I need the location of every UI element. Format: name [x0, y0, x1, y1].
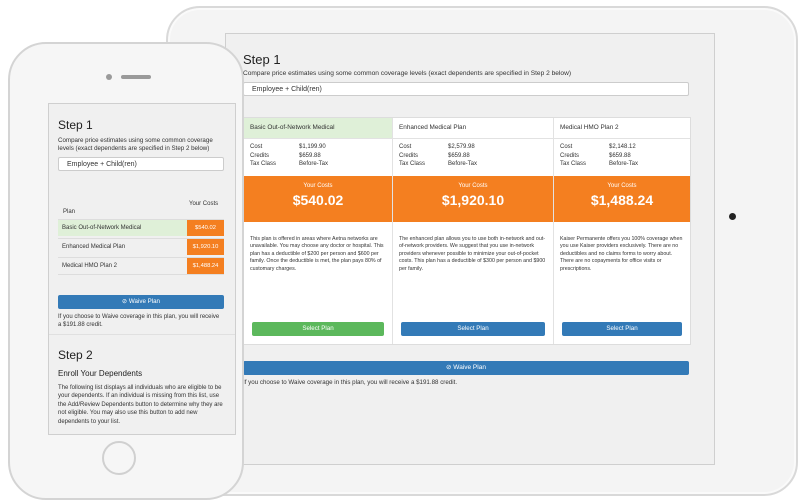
plan-column-header: Plan: [63, 209, 76, 215]
waive-note: If you choose to Waive coverage in this …: [243, 379, 458, 386]
credits-label: Credits: [560, 152, 580, 159]
your-costs-amount: $1,488.24: [590, 192, 654, 208]
plan-card: Basic Out-of-Network Medical Cost $1,199.…: [244, 118, 393, 344]
enroll-dependents-description: The following list displays all individu…: [58, 385, 223, 425]
tablet-home-dot: [729, 213, 736, 220]
section-divider: [49, 334, 235, 335]
cost-value: $1,199.90: [299, 144, 326, 150]
plan-row-name: Enhanced Medical Plan: [62, 244, 126, 250]
step-2-title: Step 2: [58, 348, 93, 362]
your-costs-panel: Your Costs $1,920.10: [393, 176, 553, 222]
your-costs-amount: $540.02: [292, 192, 344, 208]
your-costs-label: Your Costs: [607, 183, 637, 189]
tax-class-row: Tax Class Before-Tax: [244, 161, 392, 170]
plan-row-cost: $1,488.24: [187, 258, 224, 274]
plan-card-title: Enhanced Medical Plan: [393, 118, 553, 139]
plan-row-cost: $540.02: [187, 220, 224, 236]
select-plan-button[interactable]: Select Plan: [252, 322, 384, 336]
tax-class-value: Before-Tax: [299, 161, 329, 167]
your-costs-panel: Your Costs $540.02: [244, 176, 392, 222]
coverage-level-select[interactable]: Employee + Child(ren): [243, 82, 689, 96]
cost-row: Cost $2,148.12: [554, 144, 690, 153]
step-1-description: Compare price estimates using some commo…: [58, 137, 213, 153]
credits-value: $659.88: [448, 152, 470, 159]
select-plan-button[interactable]: Select Plan: [562, 322, 682, 336]
plan-description: Kaiser Permanente offers you 100% covera…: [560, 236, 683, 272]
tax-class-row: Tax Class Before-Tax: [554, 161, 690, 170]
tax-class-label: Tax Class: [399, 161, 426, 167]
plan-row-name: Medical HMO Plan 2: [62, 263, 118, 269]
your-costs-amount: $1,920.10: [441, 192, 505, 208]
cost-row: Cost $1,199.90: [244, 144, 392, 153]
cost-value: $2,148.12: [609, 144, 636, 150]
tax-class-label: Tax Class: [250, 161, 277, 167]
plan-row[interactable]: Medical HMO Plan 2 $1,488.24: [58, 257, 224, 275]
your-costs-label: Your Costs: [303, 183, 333, 189]
waive-note: If you choose to Waive coverage in this …: [58, 314, 220, 329]
your-costs-panel: Your Costs $1,488.24: [554, 176, 690, 222]
plan-card-title: Basic Out-of-Network Medical: [244, 118, 392, 139]
cost-value: $2,579.98: [448, 144, 475, 150]
phone-speaker: [121, 75, 151, 79]
plan-row-name: Basic Out-of-Network Medical: [62, 225, 142, 231]
waive-plan-button[interactable]: ⊘ Waive Plan: [58, 295, 224, 309]
your-costs-column-header: Your Costs: [189, 201, 219, 207]
plan-row[interactable]: Basic Out-of-Network Medical $540.02: [58, 219, 224, 236]
credits-value: $659.88: [609, 152, 631, 159]
credits-row: Credits $659.88: [393, 153, 553, 162]
cost-label: Cost: [399, 144, 412, 150]
tablet-screen: Step 1 Compare price estimates using som…: [225, 33, 715, 465]
credits-row: Credits $659.88: [554, 153, 690, 162]
tax-class-label: Tax Class: [560, 161, 587, 167]
plan-card: Medical HMO Plan 2 Cost $2,148.12 Credits…: [554, 118, 690, 344]
cost-row: Cost $2,579.98: [393, 144, 553, 153]
credits-row: Credits $659.88: [244, 153, 392, 162]
waive-plan-button[interactable]: ⊘ Waive Plan: [243, 361, 689, 375]
plan-description: The enhanced plan allows you to use both…: [399, 236, 546, 272]
credits-label: Credits: [399, 152, 419, 159]
your-costs-label: Your Costs: [458, 183, 488, 189]
credits-label: Credits: [250, 152, 270, 159]
select-plan-button[interactable]: Select Plan: [401, 322, 545, 336]
credits-value: $659.88: [299, 152, 321, 159]
plan-row[interactable]: Enhanced Medical Plan $1,920.10: [58, 238, 224, 255]
step-1-title: Step 1: [243, 52, 281, 67]
phone-camera: [106, 74, 112, 80]
plan-row-cost: $1,920.10: [187, 239, 224, 255]
step-1-description: Compare price estimates using some commo…: [243, 70, 572, 77]
coverage-level-select[interactable]: Employee + Child(ren): [58, 157, 224, 171]
cost-label: Cost: [250, 144, 263, 150]
tax-class-value: Before-Tax: [609, 161, 639, 167]
tax-class-value: Before-Tax: [448, 161, 478, 167]
cost-label: Cost: [560, 144, 573, 150]
phone-home-button[interactable]: [102, 441, 136, 475]
step-1-title: Step 1: [58, 118, 93, 132]
tax-class-row: Tax Class Before-Tax: [393, 161, 553, 170]
plan-card: Enhanced Medical Plan Cost $2,579.98 Cred…: [393, 118, 554, 344]
tablet-page: Step 1 Compare price estimates using som…: [226, 34, 714, 464]
plan-description: This plan is offered in areas where Aetn…: [250, 236, 384, 272]
plan-cards: Basic Out-of-Network Medical Cost $1,199.…: [243, 117, 691, 345]
enroll-dependents-heading: Enroll Your Dependents: [58, 369, 143, 378]
phone-screen: Step 1 Compare price estimates using som…: [48, 103, 236, 435]
plan-card-title: Medical HMO Plan 2: [554, 118, 690, 139]
phone-page: Step 1 Compare price estimates using som…: [49, 104, 235, 434]
